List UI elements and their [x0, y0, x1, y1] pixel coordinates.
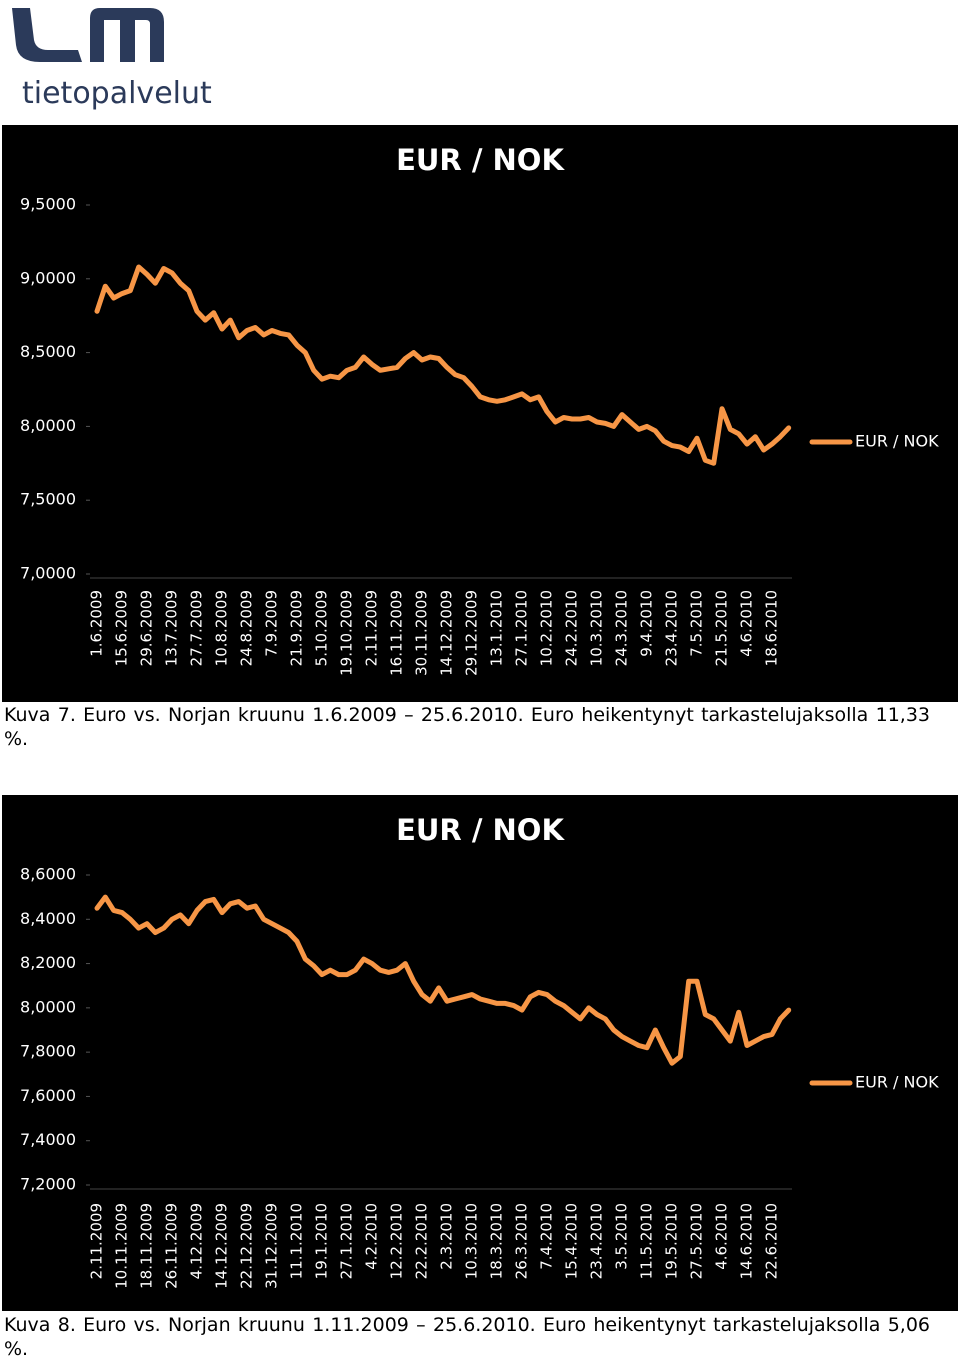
x-tick-label: 7.4.2010 — [538, 1203, 556, 1270]
x-tick-label: 14.12.2009 — [438, 590, 456, 676]
x-tick-label: 10.8.2009 — [213, 590, 231, 666]
x-tick-label: 9.4.2010 — [638, 590, 656, 657]
logo-m — [90, 8, 164, 62]
y-tick-label: 8,2000 — [20, 953, 76, 972]
x-tick-label: 4.12.2009 — [188, 1203, 206, 1279]
x-tick-label: 30.11.2009 — [413, 590, 431, 676]
x-tick-label: 21.9.2009 — [288, 590, 306, 666]
x-tick-label: 15.4.2010 — [563, 1203, 581, 1279]
y-tick-label: 7,8000 — [20, 1042, 76, 1061]
x-tick-label: 16.11.2009 — [388, 590, 406, 676]
y-tick-label: 8,5000 — [20, 342, 76, 361]
x-tick-label: 10.11.2009 — [113, 1203, 131, 1289]
logo-l — [12, 8, 82, 62]
x-tick-label: 14.12.2009 — [213, 1203, 231, 1289]
x-tick-label: 4.2.2010 — [363, 1203, 381, 1270]
x-tick-label: 4.6.2010 — [738, 590, 756, 657]
x-tick-label: 12.2.2010 — [388, 1203, 406, 1279]
x-tick-label: 11.5.2010 — [638, 1203, 656, 1279]
legend-label: EUR / NOK — [855, 1073, 939, 1092]
x-tick-label: 13.7.2009 — [163, 590, 181, 666]
logo: tietopalvelut — [12, 8, 212, 111]
x-tick-label: 27.7.2009 — [188, 590, 206, 666]
legend-label: EUR / NOK — [855, 432, 939, 451]
y-tick-label: 9,0000 — [20, 268, 76, 287]
x-tick-label: 10.3.2010 — [588, 590, 606, 666]
x-tick-label: 13.1.2010 — [488, 590, 506, 666]
x-tick-label: 15.6.2009 — [113, 590, 131, 666]
x-tick-label: 22.6.2010 — [763, 1203, 781, 1279]
y-tick-label: 7,6000 — [20, 1086, 76, 1105]
caption: Kuva 8. Euro vs. Norjan kruunu 1.11.2009… — [4, 1314, 930, 1359]
x-tick-label: 1.6.2009 — [88, 590, 106, 657]
x-tick-label: 18.3.2010 — [488, 1203, 506, 1279]
y-tick-label: 7,5000 — [20, 490, 76, 509]
x-tick-label: 23.4.2010 — [663, 590, 681, 666]
x-tick-label: 3.5.2010 — [613, 1203, 631, 1270]
y-tick-label: 8,0000 — [20, 416, 76, 435]
x-tick-label: 19.5.2010 — [663, 1203, 681, 1279]
x-tick-label: 27.1.2010 — [338, 1203, 356, 1279]
x-tick-label: 22.12.2009 — [238, 1203, 256, 1289]
chart-title: EUR / NOK — [396, 143, 565, 177]
y-tick-label: 7,0000 — [20, 564, 76, 583]
x-tick-label: 4.6.2010 — [713, 1203, 731, 1270]
x-tick-label: 24.8.2009 — [238, 590, 256, 666]
x-tick-label: 24.3.2010 — [613, 590, 631, 666]
x-tick-label: 7.9.2009 — [263, 590, 281, 657]
x-tick-label: 23.4.2010 — [588, 1203, 606, 1279]
caption: Kuva 7. Euro vs. Norjan kruunu 1.6.2009 … — [4, 704, 930, 750]
chart-title: EUR / NOK — [396, 813, 565, 847]
x-tick-label: 22.2.2010 — [413, 1203, 431, 1279]
chart-background — [2, 795, 958, 1311]
data-line — [94, 894, 792, 1066]
x-tick-label: 11.1.2010 — [288, 1203, 306, 1279]
x-tick-label: 18.6.2010 — [763, 590, 781, 666]
x-tick-label: 29.6.2009 — [138, 590, 156, 666]
y-tick-label: 9,5000 — [20, 195, 76, 214]
y-tick-label: 7,4000 — [20, 1130, 76, 1149]
x-tick-label: 31.12.2009 — [263, 1203, 281, 1289]
x-tick-label: 26.11.2009 — [163, 1203, 181, 1289]
x-tick-label: 27.5.2010 — [688, 1203, 706, 1279]
x-tick-label: 5.10.2009 — [313, 590, 331, 666]
x-tick-label: 2.11.2009 — [88, 1203, 106, 1279]
x-tick-label: 26.3.2010 — [513, 1203, 531, 1279]
x-tick-label: 2.3.2010 — [438, 1203, 456, 1270]
x-tick-label: 27.1.2010 — [513, 590, 531, 666]
chart-background — [2, 125, 958, 702]
data-line — [94, 264, 792, 466]
x-tick-label: 2.11.2009 — [363, 590, 381, 666]
x-tick-label: 29.12.2009 — [463, 590, 481, 676]
x-tick-label: 10.3.2010 — [463, 1203, 481, 1279]
x-tick-label: 10.2.2010 — [538, 590, 556, 666]
y-tick-label: 7,2000 — [20, 1175, 76, 1194]
y-tick-label: 8,6000 — [20, 865, 76, 884]
logo-text: tietopalvelut — [22, 76, 212, 111]
x-tick-label: 18.11.2009 — [138, 1203, 156, 1289]
x-tick-label: 24.2.2010 — [563, 590, 581, 666]
x-tick-label: 19.1.2010 — [313, 1203, 331, 1279]
x-tick-label: 19.10.2009 — [338, 590, 356, 676]
x-tick-label: 14.6.2010 — [738, 1203, 756, 1279]
y-tick-label: 8,4000 — [20, 909, 76, 928]
x-tick-label: 21.5.2010 — [713, 590, 731, 666]
y-tick-label: 8,0000 — [20, 997, 76, 1016]
x-tick-label: 7.5.2010 — [688, 590, 706, 657]
